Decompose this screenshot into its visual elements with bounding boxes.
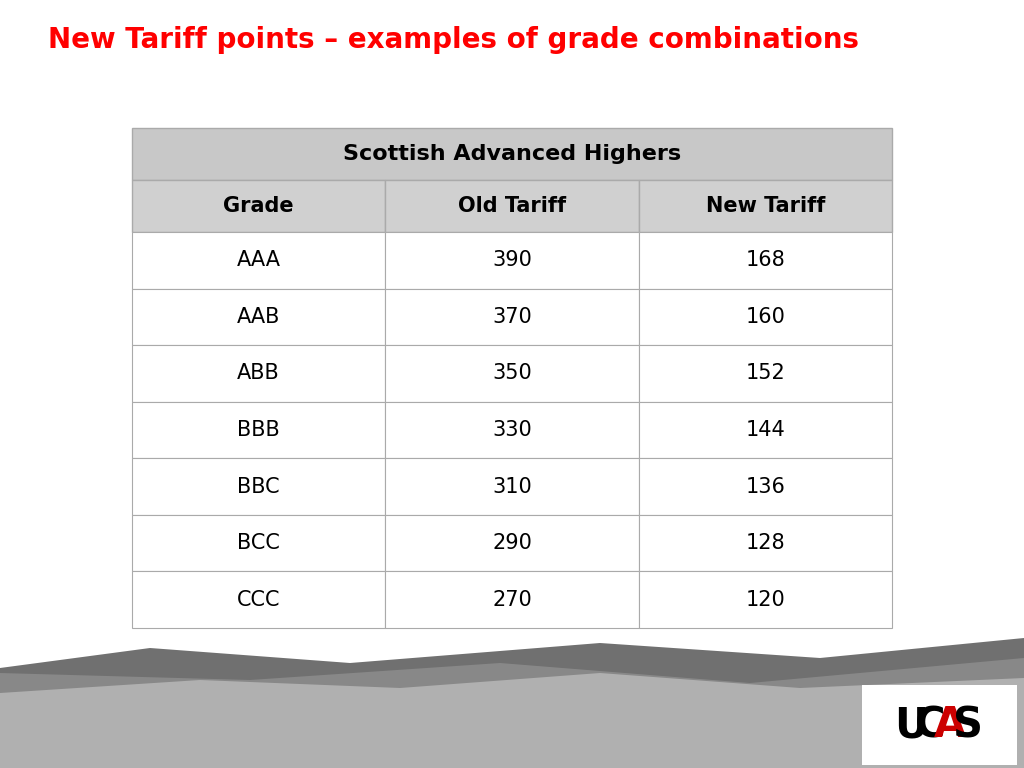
Text: A: A	[933, 704, 966, 746]
Text: CCC: CCC	[237, 590, 281, 610]
Text: ABB: ABB	[238, 363, 280, 383]
Text: AAA: AAA	[237, 250, 281, 270]
FancyBboxPatch shape	[132, 289, 385, 345]
Text: 168: 168	[745, 250, 785, 270]
Text: 390: 390	[493, 250, 531, 270]
Text: 350: 350	[493, 363, 531, 383]
FancyBboxPatch shape	[639, 289, 892, 345]
FancyBboxPatch shape	[132, 180, 385, 232]
Text: BBB: BBB	[238, 420, 280, 440]
Text: 310: 310	[493, 477, 531, 497]
FancyBboxPatch shape	[385, 180, 639, 232]
FancyBboxPatch shape	[385, 458, 639, 515]
Text: Grade: Grade	[223, 196, 294, 216]
FancyBboxPatch shape	[132, 515, 385, 571]
Polygon shape	[0, 638, 1024, 768]
FancyBboxPatch shape	[132, 232, 385, 289]
Polygon shape	[0, 673, 1024, 768]
Text: Old Tariff: Old Tariff	[458, 196, 566, 216]
FancyBboxPatch shape	[385, 402, 639, 458]
Text: Scottish Advanced Highers: Scottish Advanced Highers	[343, 144, 681, 164]
FancyBboxPatch shape	[132, 345, 385, 402]
Text: U: U	[895, 704, 929, 746]
FancyBboxPatch shape	[639, 515, 892, 571]
FancyBboxPatch shape	[639, 232, 892, 289]
FancyBboxPatch shape	[385, 345, 639, 402]
Text: 160: 160	[745, 307, 785, 327]
Text: 144: 144	[745, 420, 785, 440]
Text: 370: 370	[493, 307, 531, 327]
FancyBboxPatch shape	[132, 128, 892, 180]
FancyBboxPatch shape	[639, 571, 892, 628]
Text: 330: 330	[493, 420, 531, 440]
Text: 152: 152	[745, 363, 785, 383]
Text: AAB: AAB	[237, 307, 281, 327]
Text: 270: 270	[493, 590, 531, 610]
Text: S: S	[953, 704, 983, 746]
FancyBboxPatch shape	[385, 515, 639, 571]
Polygon shape	[0, 658, 1024, 768]
Text: C: C	[915, 704, 946, 746]
Text: 120: 120	[745, 590, 785, 610]
Text: 136: 136	[745, 477, 785, 497]
FancyBboxPatch shape	[639, 458, 892, 515]
FancyBboxPatch shape	[132, 571, 385, 628]
Text: New Tariff points – examples of grade combinations: New Tariff points – examples of grade co…	[48, 26, 859, 54]
FancyBboxPatch shape	[385, 232, 639, 289]
Text: 128: 128	[745, 533, 785, 553]
FancyBboxPatch shape	[862, 685, 1017, 765]
Text: BBC: BBC	[238, 477, 280, 497]
FancyBboxPatch shape	[639, 402, 892, 458]
FancyBboxPatch shape	[639, 345, 892, 402]
FancyBboxPatch shape	[385, 571, 639, 628]
FancyBboxPatch shape	[132, 458, 385, 515]
Text: BCC: BCC	[238, 533, 281, 553]
Text: 290: 290	[493, 533, 531, 553]
FancyBboxPatch shape	[385, 289, 639, 345]
FancyBboxPatch shape	[639, 180, 892, 232]
Text: New Tariff: New Tariff	[706, 196, 825, 216]
FancyBboxPatch shape	[132, 402, 385, 458]
